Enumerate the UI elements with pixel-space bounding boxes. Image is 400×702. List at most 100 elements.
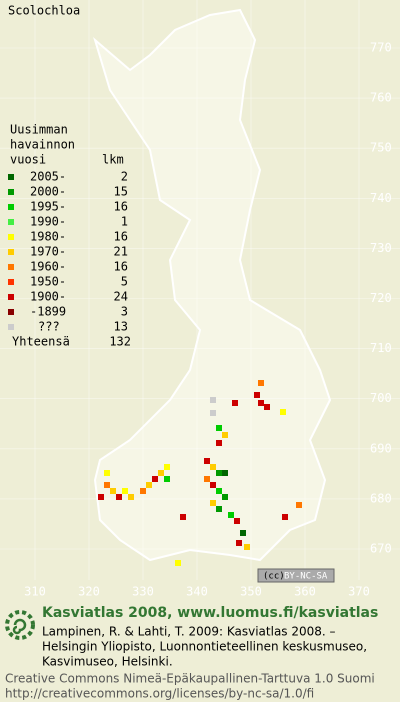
legend-count: 16 bbox=[114, 230, 128, 244]
observation bbox=[164, 464, 170, 470]
x-tick-label: 370 bbox=[348, 585, 370, 599]
y-tick-label: 670 bbox=[370, 542, 392, 556]
observation bbox=[180, 514, 186, 520]
observation bbox=[98, 494, 104, 500]
license-badge: (cc) BY-NC-SA bbox=[257, 568, 335, 583]
legend-total-count: 132 bbox=[109, 335, 131, 349]
legend-count: 16 bbox=[114, 260, 128, 274]
observation bbox=[210, 410, 216, 416]
observation bbox=[258, 380, 264, 386]
footer-title: Kasviatlas 2008, www.luomus.fi/kasviatla… bbox=[42, 605, 378, 621]
logo bbox=[5, 610, 35, 640]
badge-label: BY-NC-SA bbox=[284, 572, 328, 582]
y-tick-label: 690 bbox=[370, 441, 392, 455]
map-title: Scolochloa bbox=[8, 4, 80, 18]
observation bbox=[175, 560, 181, 566]
observation bbox=[296, 502, 302, 508]
legend-label: 1995- bbox=[30, 200, 66, 214]
license-line: http://creativecommons.org/licenses/by-n… bbox=[5, 687, 314, 701]
y-tick-label: 760 bbox=[370, 91, 392, 105]
observation bbox=[210, 500, 216, 506]
x-tick-label: 340 bbox=[186, 585, 208, 599]
observation bbox=[210, 464, 216, 470]
y-tick-label: 700 bbox=[370, 391, 392, 405]
legend-label: 2005- bbox=[30, 170, 66, 184]
legend-count: 1 bbox=[121, 215, 128, 229]
legend-label: 1900- bbox=[30, 290, 66, 304]
citation-line: Kasvimuseo, Helsinki. bbox=[42, 655, 173, 669]
legend-swatch bbox=[8, 309, 14, 315]
observation bbox=[228, 512, 234, 518]
observation bbox=[216, 440, 222, 446]
legend-label: 1950- bbox=[30, 275, 66, 289]
legend-swatch bbox=[8, 189, 14, 195]
observation bbox=[128, 494, 134, 500]
y-tick-label: 680 bbox=[370, 491, 392, 505]
legend-heading: vuosi bbox=[10, 153, 46, 167]
y-tick-label: 730 bbox=[370, 241, 392, 255]
legend-swatch bbox=[8, 234, 14, 240]
observation bbox=[236, 540, 242, 546]
observation bbox=[140, 488, 146, 494]
observation bbox=[210, 397, 216, 403]
observation bbox=[280, 409, 286, 415]
legend-total-label: Yhteensä bbox=[12, 335, 70, 349]
observations bbox=[98, 380, 302, 566]
x-tick-label: 350 bbox=[240, 585, 262, 599]
legend-count: 16 bbox=[114, 200, 128, 214]
legend-swatch bbox=[8, 324, 14, 330]
legend-swatch bbox=[8, 204, 14, 210]
observation bbox=[204, 476, 210, 482]
observation bbox=[146, 482, 152, 488]
legend-label: -1899 bbox=[30, 305, 66, 319]
observation bbox=[164, 476, 170, 482]
legend-label: 1970- bbox=[30, 245, 66, 259]
legend-swatch bbox=[8, 279, 14, 285]
citation-line: Helsingin Yliopisto, Luonnontieteellinen… bbox=[42, 640, 367, 654]
legend-label: 1960- bbox=[30, 260, 66, 274]
observation bbox=[104, 470, 110, 476]
legend-count: 15 bbox=[114, 185, 128, 199]
observation bbox=[216, 506, 222, 512]
legend-label: 1980- bbox=[30, 230, 66, 244]
y-tick-label: 750 bbox=[370, 141, 392, 155]
x-tick-label: 360 bbox=[294, 585, 316, 599]
x-tick-label: 330 bbox=[132, 585, 154, 599]
legend-count: 5 bbox=[121, 275, 128, 289]
citation-line: Lampinen, R. & Lahti, T. 2009: Kasviatla… bbox=[42, 625, 336, 639]
legend-count: 13 bbox=[114, 320, 128, 334]
observation bbox=[122, 488, 128, 494]
observation bbox=[152, 476, 158, 482]
legend-count: 24 bbox=[114, 290, 128, 304]
legend-swatch bbox=[8, 264, 14, 270]
legend-heading: Uusimman bbox=[10, 123, 68, 137]
observation bbox=[116, 494, 122, 500]
observation bbox=[158, 470, 164, 476]
license-line: Creative Commons Nimeä-Epäkaupallinen-Ta… bbox=[5, 672, 375, 686]
coordinate-grid: 770 760 750 740 730 720 710 700 690 680 670 310 320 3… bbox=[0, 0, 400, 599]
observation bbox=[222, 432, 228, 438]
observation bbox=[282, 514, 288, 520]
observation bbox=[264, 404, 270, 410]
footer: Lampinen, R. & Lahti, T. 2009: Kasviatla… bbox=[5, 625, 375, 701]
legend-count-heading: lkm bbox=[102, 153, 124, 167]
observation bbox=[222, 470, 228, 476]
legend-swatch bbox=[8, 174, 14, 180]
legend-heading: havainnon bbox=[10, 138, 75, 152]
legend-label: ??? bbox=[38, 320, 60, 334]
legend-swatch bbox=[8, 249, 14, 255]
legend-swatch bbox=[8, 294, 14, 300]
observation bbox=[258, 400, 264, 406]
legend-count: 2 bbox=[121, 170, 128, 184]
y-tick-label: 770 bbox=[370, 41, 392, 55]
badge-text: (cc) bbox=[263, 572, 285, 582]
x-tick-label: 320 bbox=[78, 585, 100, 599]
observation bbox=[240, 530, 246, 536]
observation bbox=[216, 425, 222, 431]
observation bbox=[234, 518, 240, 524]
observation bbox=[204, 458, 210, 464]
x-tick-label: 310 bbox=[24, 585, 46, 599]
y-tick-label: 720 bbox=[370, 291, 392, 305]
